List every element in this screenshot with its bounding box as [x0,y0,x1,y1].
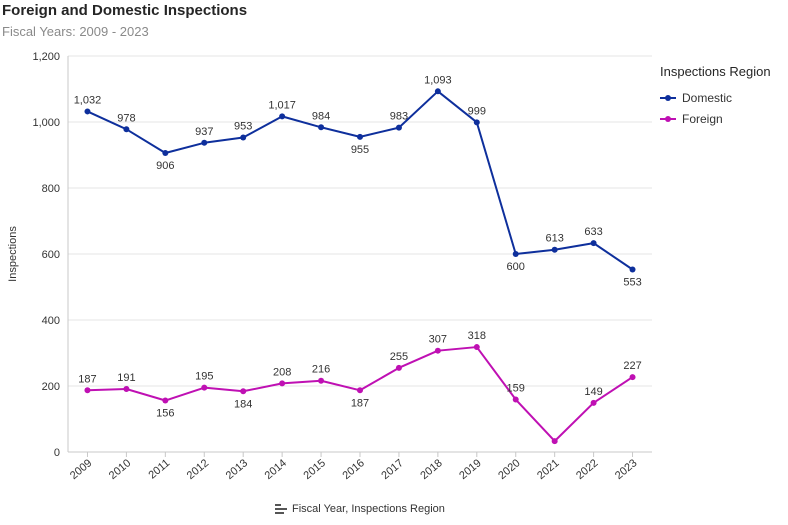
data-label: 613 [545,233,563,245]
x-tick-label: 2020 [496,457,522,482]
data-point-domestic [240,134,247,141]
data-label: 1,032 [74,94,102,106]
data-point-domestic [395,124,402,131]
x-tick-label: 2016 [340,457,366,482]
x-tick-label: 2012 [185,457,211,482]
data-label: 195 [195,371,213,383]
data-label: 937 [195,126,213,138]
data-point-domestic [123,126,130,133]
x-tick-label: 2011 [146,457,172,481]
x-tick-label: 2023 [613,457,639,482]
y-axis-title: Inspections [7,226,19,282]
data-point-domestic [84,108,91,115]
data-label: 318 [468,330,486,342]
sort-fields-icon [275,504,287,514]
legend: Inspections Region Domestic Foreign [660,64,771,129]
x-tick-label: 2010 [107,457,133,482]
data-point-foreign [395,364,402,371]
data-label: 1,093 [424,74,452,86]
data-label: 955 [351,144,369,156]
foreign-line-marker-icon [660,114,676,124]
y-tick-label: 400 [42,315,60,327]
data-point-domestic [473,119,480,126]
x-tick-label: 2015 [302,457,328,482]
x-tick-label: 2013 [224,457,250,482]
data-label: 553 [623,277,641,289]
domestic-line-marker-icon [660,93,676,103]
chart-title: Foreign and Domestic Inspections [2,2,248,19]
series-line-foreign [87,346,634,443]
data-label: 255 [390,351,408,363]
x-tick-label: 2021 [535,457,561,482]
chart-subtitle: Fiscal Years: 2009 - 2023 [2,24,149,39]
data-point-foreign [434,347,441,354]
data-point-foreign [123,385,130,392]
x-tick-label: 2009 [68,457,94,482]
x-tick-label: 2022 [574,457,600,482]
data-point-foreign [357,387,363,394]
data-label: 953 [234,121,252,133]
legend-label-foreign: Foreign [682,111,723,126]
data-point-foreign [84,387,91,394]
data-point-domestic [162,150,169,157]
data-label: 156 [156,408,174,420]
data-point-domestic [512,251,519,257]
data-label: 600 [507,261,525,273]
data-point-foreign [318,377,325,384]
data-label: 633 [584,226,602,238]
data-label: 187 [78,373,96,385]
y-tick-label: 1,000 [32,117,60,129]
data-label: 307 [429,334,447,346]
data-point-domestic [590,240,597,247]
x-tick-label: 2019 [457,457,483,482]
y-tick-label: 0 [54,447,60,459]
data-point-domestic [357,133,363,140]
data-point-foreign [512,396,519,403]
y-tick-label: 1,200 [32,51,60,63]
x-tick-label: 2017 [379,457,405,482]
x-axis-title[interactable]: Fiscal Year, Inspections Region [275,503,445,515]
data-point-domestic [434,88,441,95]
legend-title: Inspections Region [660,64,771,79]
data-point-foreign [279,380,286,387]
x-axis-title-label: Fiscal Year, Inspections Region [292,503,445,515]
data-label: 978 [117,112,135,124]
y-tick-label: 600 [42,249,60,261]
data-point-foreign [240,388,247,395]
legend-item-domestic[interactable]: Domestic [660,87,771,108]
data-point-domestic [629,266,636,273]
data-point-domestic [201,139,208,146]
data-label: 191 [117,372,135,384]
data-label: 983 [390,111,408,123]
data-label: 216 [312,364,330,376]
legend-label-domestic: Domestic [682,90,733,105]
data-point-foreign [551,438,558,445]
data-label: 906 [156,160,174,172]
data-point-foreign [162,397,169,404]
data-label: 208 [273,366,291,378]
data-point-foreign [473,344,480,351]
data-point-foreign [629,374,636,381]
legend-item-foreign[interactable]: Foreign [660,108,771,129]
data-point-domestic [318,124,325,131]
data-point-domestic [551,246,558,253]
y-tick-label: 800 [42,183,60,195]
data-label: 1,017 [268,99,296,111]
data-label: 187 [351,397,369,409]
data-label: 999 [468,105,486,117]
data-label: 984 [312,110,330,122]
data-point-foreign [201,384,208,391]
data-point-foreign [590,399,597,406]
data-point-domestic [279,113,286,120]
data-label: 149 [584,386,602,398]
data-label: 159 [507,383,525,395]
x-tick-label: 2018 [418,457,444,482]
y-tick-label: 200 [42,381,60,393]
data-label: 184 [234,398,252,410]
x-tick-label: 2014 [263,457,289,482]
data-label: 227 [623,360,641,372]
